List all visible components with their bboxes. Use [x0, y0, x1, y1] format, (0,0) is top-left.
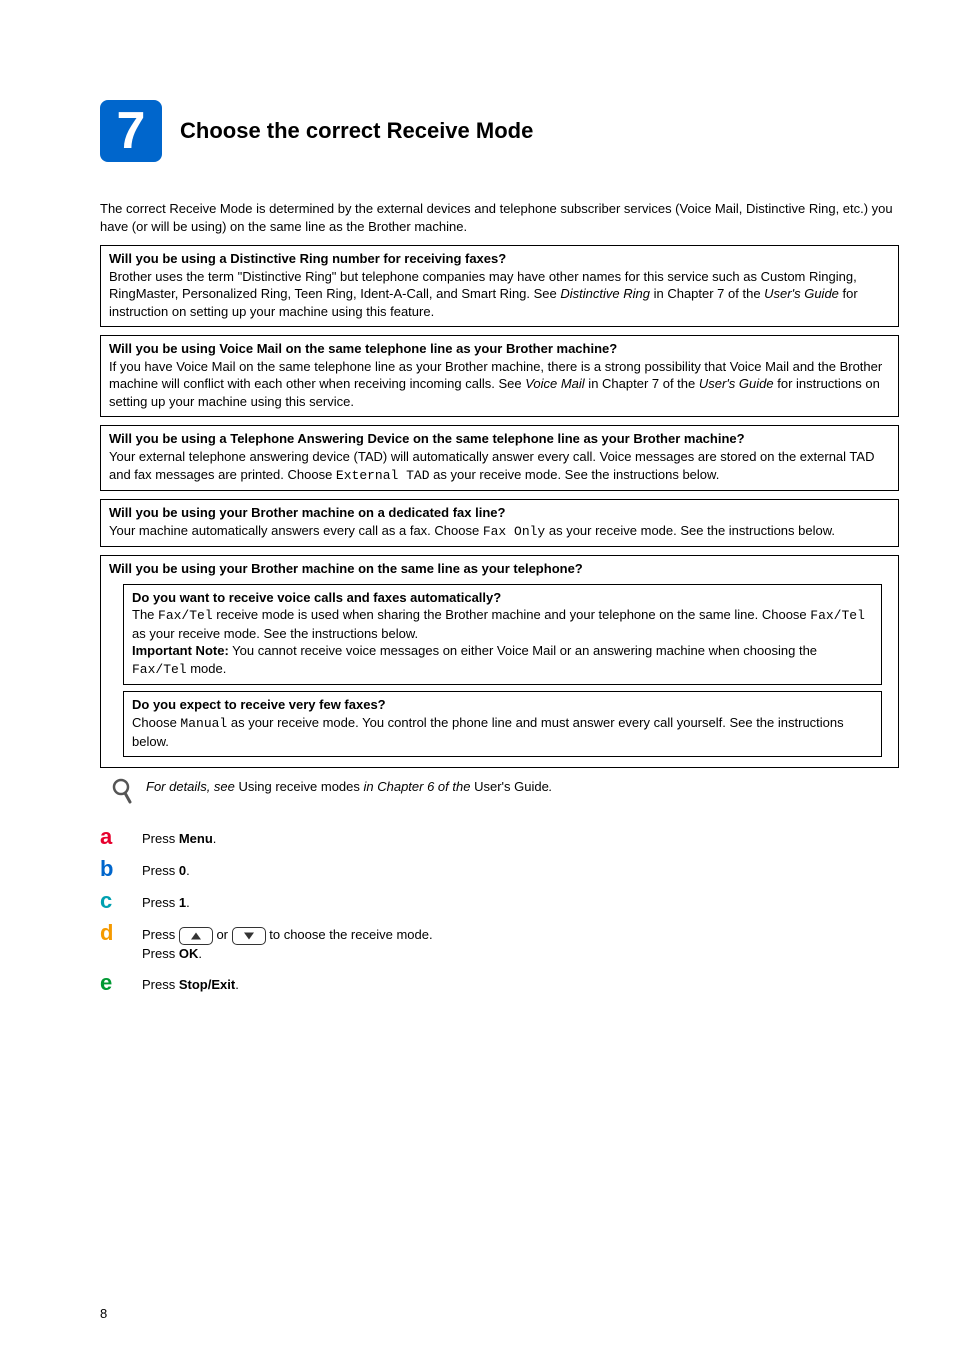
box-question: Will you be using a Distinctive Ring num… [109, 251, 506, 266]
sub-question: Do you want to receive voice calls and f… [132, 590, 501, 605]
magnifier-icon [112, 778, 132, 804]
page-number: 8 [100, 1305, 107, 1323]
section-title: Choose the correct Receive Mode [180, 116, 533, 146]
box-same-line: Will you be using your Brother machine o… [100, 555, 899, 768]
step-body: Press Stop/Exit. [142, 972, 239, 994]
up-arrow-icon [179, 927, 213, 945]
note-text: For details, see Using receive modes in … [146, 778, 552, 796]
box-question: Will you be using your Brother machine o… [109, 505, 505, 520]
step-body: Press Menu. [142, 826, 216, 848]
step-letter-c: c [100, 890, 128, 912]
box-voicemail: Will you be using Voice Mail on the same… [100, 335, 899, 417]
down-arrow-icon [232, 927, 266, 945]
page-content: 7 Choose the correct Receive Mode The co… [0, 0, 954, 1034]
step-body: Press 1. [142, 890, 190, 912]
box-body: Brother uses the term "Distinctive Ring"… [109, 269, 858, 319]
step-e: e Press Stop/Exit. [100, 972, 899, 994]
box-question: Will you be using Voice Mail on the same… [109, 341, 617, 356]
step-letter-a: a [100, 826, 128, 848]
step-number: 7 [117, 105, 146, 157]
step-body: Press 0. [142, 858, 190, 880]
step-body: Press or to choose the receive mode. Pre… [142, 922, 433, 962]
sub-body: The Fax/Tel receive mode is used when sh… [132, 607, 865, 676]
box-body: Your external telephone answering device… [109, 449, 874, 482]
intro-text: The correct Receive Mode is determined b… [100, 200, 899, 235]
sub-box-auto: Do you want to receive voice calls and f… [123, 584, 882, 686]
step-a: a Press Menu. [100, 826, 899, 848]
box-dedicated-line: Will you be using your Brother machine o… [100, 499, 899, 547]
box-distinctive-ring: Will you be using a Distinctive Ring num… [100, 245, 899, 327]
step-d: d Press or to choose the receive mode. P… [100, 922, 899, 962]
box-body: If you have Voice Mail on the same telep… [109, 359, 882, 409]
sub-body: Choose Manual as your receive mode. You … [132, 715, 844, 749]
step-c: c Press 1. [100, 890, 899, 912]
step-letter-b: b [100, 858, 128, 880]
step-b: b Press 0. [100, 858, 899, 880]
box-question: Will you be using a Telephone Answering … [109, 431, 745, 446]
step-letter-e: e [100, 972, 128, 994]
sub-box-few-faxes: Do you expect to receive very few faxes?… [123, 691, 882, 757]
step-letter-d: d [100, 922, 128, 944]
box-question: Will you be using your Brother machine o… [109, 561, 583, 576]
note: For details, see Using receive modes in … [112, 778, 899, 804]
section-header: 7 Choose the correct Receive Mode [100, 100, 899, 162]
step-badge: 7 [100, 100, 162, 162]
instruction-steps: a Press Menu. b Press 0. c Press 1. d Pr… [100, 826, 899, 994]
sub-question: Do you expect to receive very few faxes? [132, 697, 386, 712]
box-tad: Will you be using a Telephone Answering … [100, 425, 899, 491]
box-body: Your machine automatically answers every… [109, 523, 835, 538]
